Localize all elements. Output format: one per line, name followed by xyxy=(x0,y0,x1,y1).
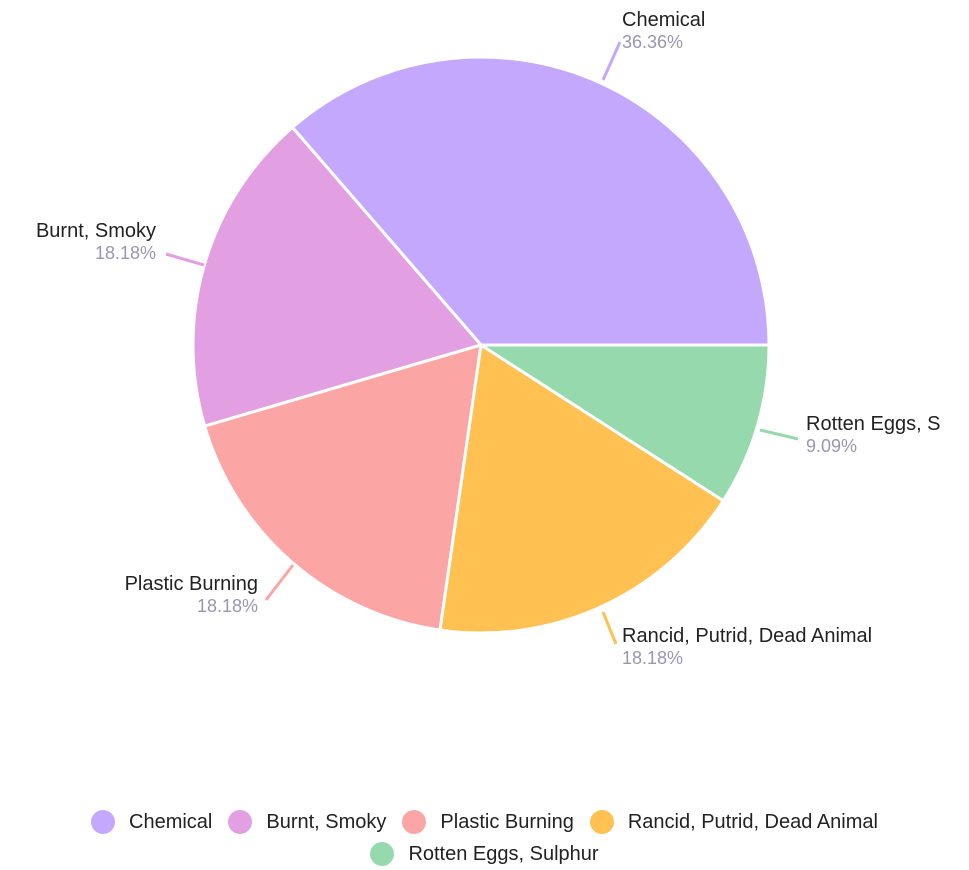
pie-slice-plastic-burning[interactable] xyxy=(203,343,483,632)
legend-item-burnt-smoky[interactable]: Burnt, Smoky xyxy=(228,806,386,838)
slice-percent-burnt-smoky: 18.18% xyxy=(95,243,156,263)
pie-slice-rotten-eggs[interactable] xyxy=(479,343,771,503)
legend-item-chemical[interactable]: Chemical xyxy=(91,806,212,838)
legend-item-plastic-burning[interactable]: Plastic Burning xyxy=(402,806,574,838)
legend-row-1: Chemical Burnt, Smoky Plastic Burning Ra… xyxy=(0,806,969,838)
legend-swatch-icon xyxy=(589,810,614,834)
legend-swatch-icon xyxy=(91,810,116,834)
legend-swatch-icon xyxy=(370,842,395,866)
legend-label: Burnt, Smoky xyxy=(266,811,387,833)
legend-label: Rotten Eggs, Sulphur xyxy=(408,843,599,865)
leader-line-rotten-eggs xyxy=(759,428,799,441)
leader-line-plastic-burning xyxy=(264,564,295,601)
slice-label-burnt-smoky: Burnt, Smoky xyxy=(36,220,156,242)
legend-swatch-icon xyxy=(402,810,427,834)
slice-percent-rotten-eggs: 9.09% xyxy=(806,436,857,456)
pie-slice-rancid-putrid[interactable] xyxy=(438,343,725,635)
pie-slice-burnt-smoky[interactable] xyxy=(191,125,483,428)
slice-label-plastic-burning: Plastic Burning xyxy=(125,573,258,595)
leader-line-burnt-smoky xyxy=(165,252,205,267)
legend-item-rotten-eggs[interactable]: Rotten Eggs, Sulphur xyxy=(370,838,599,870)
legend-label: Plastic Burning xyxy=(440,811,574,833)
leader-line-rancid-putrid xyxy=(601,611,618,645)
slice-percent-chemical: 36.36% xyxy=(622,32,683,52)
slice-percent-rancid-putrid: 18.18% xyxy=(622,648,683,668)
leader-line-chemical xyxy=(601,41,622,81)
slice-label-rotten-eggs: Rotten Eggs, S xyxy=(806,413,941,435)
legend: Chemical Burnt, Smoky Plastic Burning Ra… xyxy=(0,806,969,870)
pie-slice-chemical[interactable] xyxy=(290,55,771,347)
legend-swatch-icon xyxy=(228,810,253,834)
slice-label-rancid-putrid: Rancid, Putrid, Dead Animal xyxy=(622,625,872,647)
slice-label-chemical: Chemical xyxy=(622,9,705,31)
legend-label: Rancid, Putrid, Dead Animal xyxy=(627,811,878,833)
legend-label: Chemical xyxy=(129,811,213,833)
legend-item-rancid[interactable]: Rancid, Putrid, Dead Animal xyxy=(589,806,878,838)
slice-percent-plastic-burning: 18.18% xyxy=(197,596,258,616)
legend-row-2: Rotten Eggs, Sulphur xyxy=(0,838,969,870)
